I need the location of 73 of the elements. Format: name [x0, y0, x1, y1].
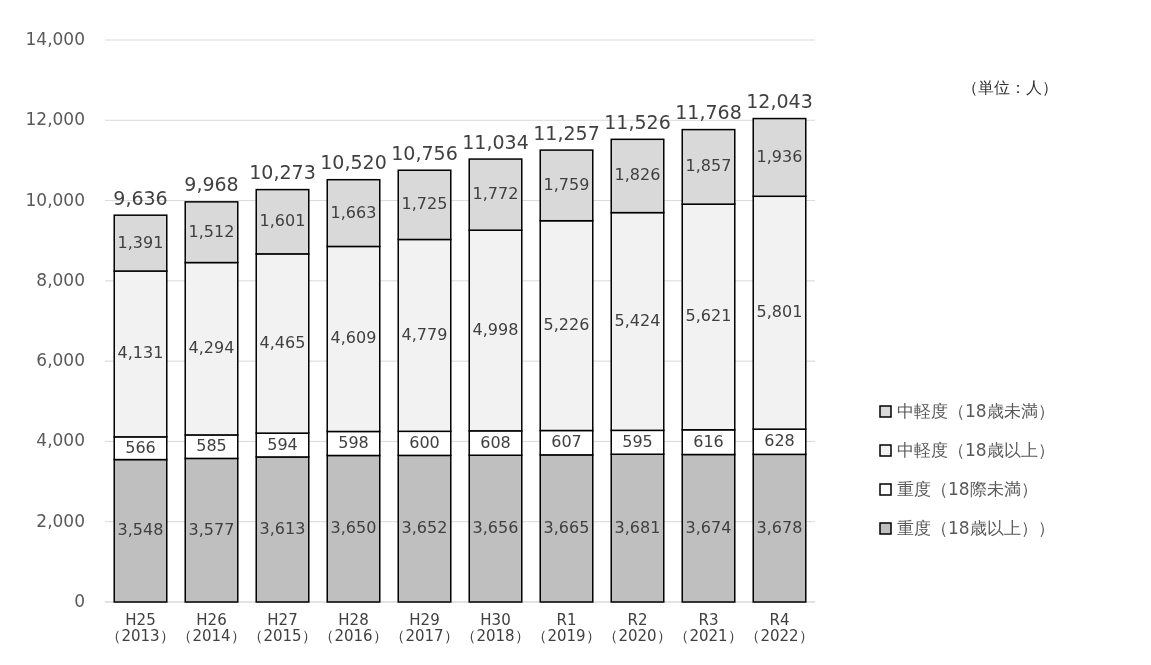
- y-tick-label: 8,000: [36, 269, 85, 290]
- data-label: 1,936: [756, 146, 803, 166]
- data-label: 598: [338, 432, 369, 452]
- data-label: 600: [409, 432, 440, 452]
- total-label: 9,968: [184, 173, 239, 196]
- data-label: 594: [267, 434, 298, 454]
- data-label: 3,548: [117, 520, 164, 540]
- total-label: 11,034: [462, 130, 529, 153]
- data-label: 5,621: [685, 306, 732, 326]
- x-tick-label: R1 （2019）: [532, 610, 601, 645]
- data-label: 1,512: [188, 221, 235, 241]
- legend-label: 中軽度（18歳以上）: [897, 440, 1055, 460]
- x-tick-label: R4 （2022）: [745, 610, 814, 645]
- data-label: 3,656: [472, 518, 519, 538]
- data-label: 5,424: [614, 310, 661, 330]
- total-label: 10,756: [391, 141, 458, 164]
- data-label: 4,465: [259, 333, 306, 352]
- x-tick-label: H27 （2015）: [248, 610, 317, 645]
- data-label: 4,294: [188, 338, 235, 358]
- data-label: 3,674: [685, 517, 732, 537]
- y-tick-label: 14,000: [25, 29, 85, 49]
- x-tick-label: H30 （2018）: [461, 610, 530, 645]
- data-label: 4,609: [330, 328, 377, 348]
- data-label: 4,998: [472, 320, 519, 340]
- data-label: 595: [622, 431, 653, 451]
- total-label: 11,768: [675, 101, 742, 124]
- data-label: 3,613: [259, 518, 306, 538]
- data-label: 1,601: [259, 211, 306, 231]
- data-label: 1,759: [543, 174, 590, 194]
- total-label: 11,526: [604, 110, 671, 133]
- legend-label: 重度（18際未満）: [897, 479, 1038, 499]
- y-tick-label: 10,000: [25, 189, 85, 210]
- x-tick-label: R3 （2021）: [674, 610, 743, 645]
- data-label: 3,650: [330, 518, 377, 538]
- x-tick-label: H28 （2016）: [319, 610, 388, 645]
- data-label: 3,681: [614, 517, 661, 537]
- data-label: 628: [764, 431, 795, 451]
- data-label: 1,857: [685, 156, 732, 176]
- data-label: 1,391: [117, 232, 164, 252]
- y-tick-label: 12,000: [25, 109, 85, 130]
- legend-label: 中軽度（18歳未満）: [897, 401, 1055, 421]
- data-label: 4,779: [401, 324, 448, 344]
- total-label: 12,043: [746, 90, 813, 113]
- data-label: 1,772: [472, 184, 519, 204]
- data-label: 5,226: [543, 315, 590, 335]
- x-tick-label: H25 （2013）: [106, 610, 175, 645]
- y-tick-label: 4,000: [36, 430, 85, 451]
- data-label: 4,131: [117, 343, 164, 363]
- data-label: 1,826: [614, 165, 661, 185]
- legend-label: 重度（18歳以上））: [897, 518, 1055, 538]
- y-tick-label: 2,000: [36, 510, 85, 531]
- data-label: 585: [196, 436, 227, 456]
- y-tick-label: 0: [74, 591, 85, 611]
- data-label: 616: [693, 431, 724, 451]
- data-label: 608: [480, 432, 511, 452]
- data-label: 3,577: [188, 519, 235, 539]
- data-label: 607: [551, 432, 582, 452]
- data-label: 1,663: [330, 202, 377, 222]
- total-label: 11,257: [533, 121, 600, 144]
- total-label: 10,520: [320, 151, 387, 174]
- data-label: 5,801: [756, 302, 803, 322]
- x-tick-label: H29 （2017）: [390, 610, 459, 645]
- text: （単位：人）: [962, 77, 1058, 97]
- data-label: 1,725: [401, 194, 448, 214]
- data-label: 3,678: [756, 517, 803, 537]
- data-label: 3,665: [543, 517, 590, 537]
- x-tick-label: H26 （2014）: [177, 610, 246, 645]
- data-label: 566: [125, 437, 156, 457]
- total-label: 9,636: [113, 186, 168, 209]
- total-label: 10,273: [249, 161, 316, 184]
- y-tick-label: 6,000: [36, 350, 85, 371]
- data-label: 3,652: [401, 518, 448, 538]
- x-tick-label: R2 （2020）: [603, 610, 672, 645]
